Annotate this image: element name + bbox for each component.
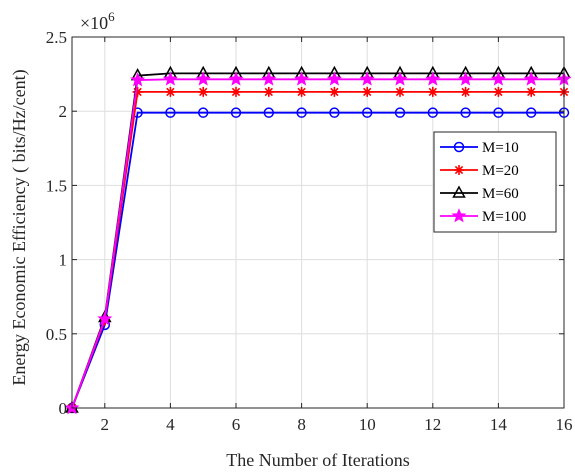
data-point [394, 107, 406, 118]
data-point [523, 71, 539, 86]
data-point [392, 71, 408, 86]
data-point [263, 107, 275, 118]
data-point [361, 107, 373, 118]
data-point [231, 86, 241, 97]
legend-label: M=60 [482, 186, 519, 202]
data-point [198, 86, 209, 97]
data-point [162, 71, 178, 86]
legend-label: M=10 [482, 140, 519, 156]
data-point [197, 107, 209, 118]
y-axis-label: Energy Economic Efficiency ( bits/Hz/cen… [9, 69, 30, 385]
data-point [525, 107, 537, 118]
x-tick-label: 14 [490, 415, 508, 434]
data-point [195, 71, 211, 86]
x-axis-ticks: 2 4 6 8 10 12 14 16 [101, 37, 573, 434]
legend-entry: M=10 [440, 140, 519, 156]
data-point [460, 86, 471, 97]
data-point [132, 86, 143, 97]
y-axis-ticks: 0 0.5 1 1.5 2 2.5 [46, 28, 564, 418]
legend-label: M=100 [482, 209, 526, 225]
series-1 [66, 107, 570, 414]
data-point [460, 107, 471, 118]
legend: M=10 M=20 M=60 M=100 [433, 131, 557, 233]
data-point [97, 311, 113, 326]
data-point [228, 71, 244, 86]
data-point [359, 71, 375, 86]
series-line [71, 78, 564, 409]
series-layer [64, 65, 572, 415]
legend-entry: M=100 [440, 208, 526, 225]
x-axis-label: The Number of Iterations [226, 450, 409, 470]
data-point [326, 71, 342, 86]
legend-marker [452, 185, 466, 198]
legend-marker [453, 141, 465, 153]
y-axis-multiplier-base: ×10 [80, 13, 108, 33]
y-tick-label: 2 [59, 102, 68, 121]
y-tick-label: 1.5 [46, 176, 67, 195]
series-line [71, 111, 564, 409]
series-line [71, 72, 564, 409]
x-tick-label: 4 [166, 415, 175, 434]
y-axis-multiplier: ×106 [80, 9, 115, 33]
data-point [296, 86, 307, 97]
data-point [362, 86, 373, 97]
data-point [329, 107, 340, 118]
x-tick-label: 2 [101, 415, 110, 434]
legend-entry: M=60 [440, 185, 519, 202]
y-axis-multiplier-exponent: 6 [108, 9, 115, 24]
plot-area-border [71, 36, 565, 409]
data-point [263, 86, 274, 97]
legend-marker [451, 208, 467, 223]
legend-entry: M=20 [440, 163, 519, 179]
x-tick-label: 16 [556, 415, 573, 434]
data-point [294, 71, 310, 86]
data-point [130, 72, 146, 87]
y-tick-label: 2.5 [46, 28, 67, 47]
y-tick-label: 0 [59, 399, 68, 418]
data-point [490, 71, 506, 86]
data-point [493, 107, 504, 118]
data-point [230, 107, 242, 118]
y-tick-label: 0.5 [46, 325, 67, 344]
x-tick-label: 6 [232, 415, 241, 434]
legend-label: M=20 [482, 163, 519, 179]
legend-marker [454, 165, 464, 175]
data-point [427, 86, 438, 97]
x-tick-label: 12 [424, 415, 441, 434]
data-point [329, 86, 340, 97]
data-point [493, 86, 504, 97]
data-point [261, 71, 277, 86]
data-point [427, 107, 439, 118]
data-point [425, 71, 441, 86]
data-point [458, 71, 474, 86]
data-point [165, 86, 176, 97]
data-point [526, 86, 537, 97]
data-point [296, 107, 307, 118]
y-tick-label: 1 [59, 251, 68, 270]
data-point [395, 86, 405, 97]
x-tick-label: 8 [297, 415, 306, 434]
x-tick-label: 10 [359, 415, 376, 434]
data-point [165, 107, 176, 118]
series-line [71, 91, 564, 409]
